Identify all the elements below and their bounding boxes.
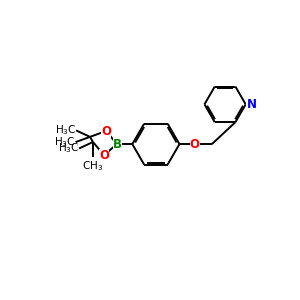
Text: H$_3$C: H$_3$C (58, 142, 79, 155)
Text: O: O (101, 124, 111, 137)
Text: H$_3$C: H$_3$C (55, 124, 76, 137)
Text: O: O (99, 148, 109, 162)
Text: N: N (247, 98, 257, 111)
Text: CH$_3$: CH$_3$ (82, 159, 103, 173)
Text: H$_3$C: H$_3$C (54, 135, 76, 149)
Text: B: B (112, 138, 122, 151)
Text: O: O (190, 138, 200, 151)
